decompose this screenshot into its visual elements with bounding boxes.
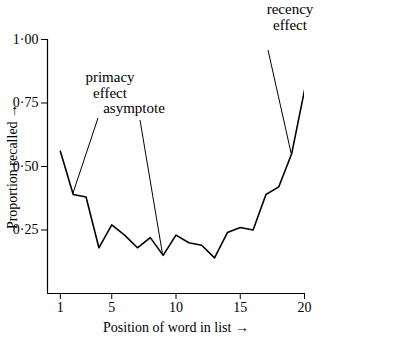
svg-text:5: 5	[108, 300, 115, 315]
svg-text:10: 10	[169, 300, 183, 315]
svg-text:Proportion recalled →: Proportion recalled →	[5, 104, 20, 229]
svg-text:0·75: 0·75	[12, 95, 39, 111]
svg-text:1: 1	[57, 300, 64, 315]
svg-text:20: 20	[298, 300, 312, 315]
svg-text:1·00: 1·00	[13, 32, 39, 47]
svg-text:0·50: 0·50	[12, 159, 39, 174]
svg-text:15: 15	[233, 300, 247, 315]
svg-text:Position of word in list →: Position of word in list →	[103, 320, 249, 335]
svg-text:asymptote: asymptote	[103, 100, 165, 116]
svg-text:recencyeffect: recencyeffect	[267, 1, 314, 33]
svg-text:primacyeffect: primacyeffect	[85, 69, 135, 101]
svg-text:0·25: 0·25	[12, 222, 39, 238]
